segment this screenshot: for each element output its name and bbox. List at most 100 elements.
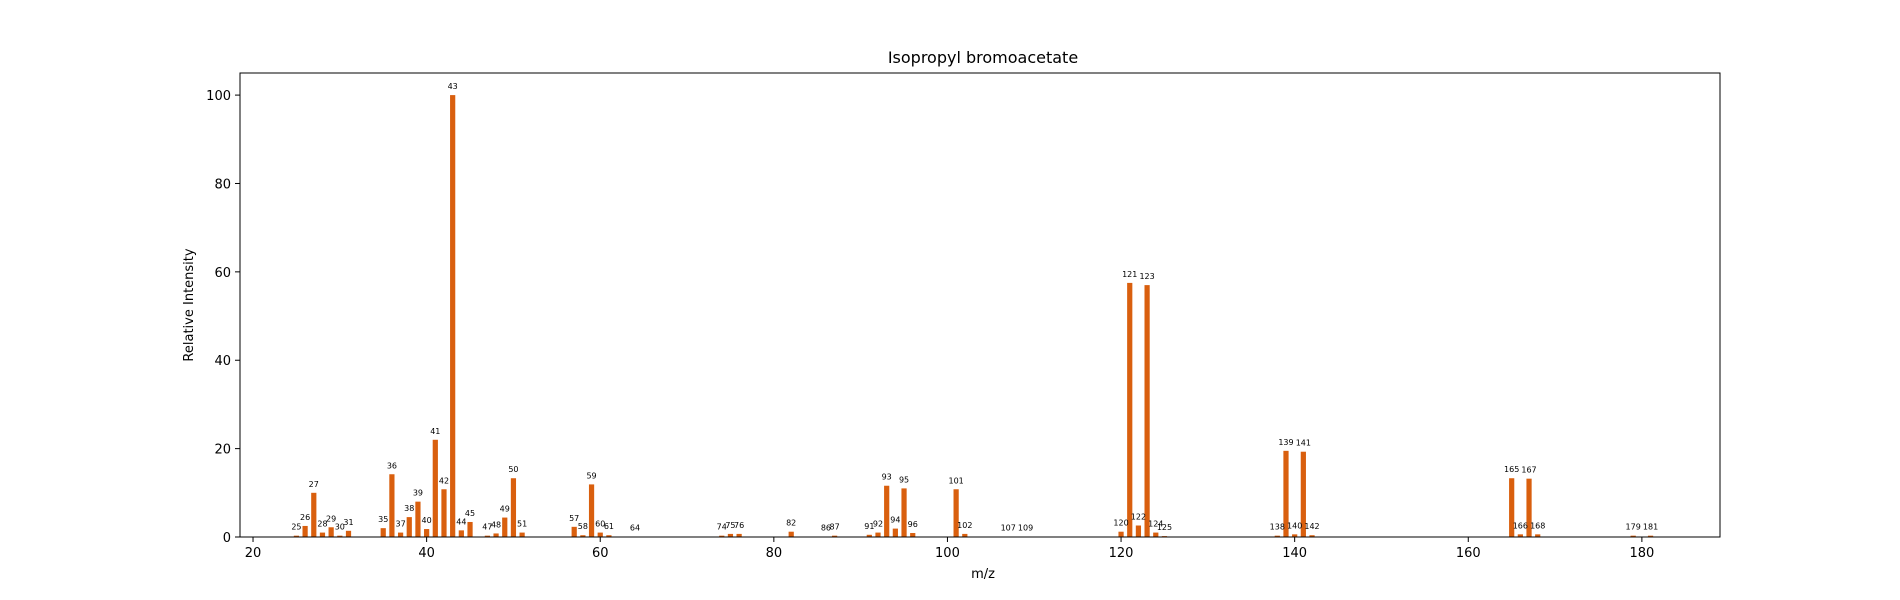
x-tick-label: 20	[245, 546, 262, 561]
bar-mz-60	[597, 532, 603, 537]
y-axis-label: Relative Intensity	[182, 248, 197, 361]
bar-label-mz-139: 139	[1278, 438, 1293, 447]
x-tick-label: 80	[766, 546, 783, 561]
bar-mz-93	[884, 485, 890, 537]
bar-mz-92	[875, 532, 881, 537]
bar-mz-120	[1118, 531, 1124, 537]
bar-label-mz-27: 27	[309, 480, 319, 489]
bar-label-mz-93: 93	[882, 473, 892, 482]
bar-mz-30	[337, 535, 343, 537]
y-tick-label: 80	[214, 177, 231, 192]
bar-mz-179	[1630, 535, 1636, 537]
bar-mz-75	[727, 533, 734, 537]
bar-mz-139	[1283, 450, 1289, 537]
bar-mz-31	[345, 530, 352, 537]
bar-label-mz-48: 48	[491, 520, 501, 529]
bar-mz-165	[1509, 478, 1515, 537]
bar-label-mz-58: 58	[578, 522, 588, 531]
bar-label-mz-51: 51	[517, 520, 527, 529]
y-tick-label: 60	[214, 266, 231, 281]
bar-label-mz-40: 40	[422, 516, 432, 525]
bar-mz-45	[467, 521, 473, 537]
x-tick-label: 40	[418, 546, 435, 561]
bar-label-mz-125: 125	[1157, 523, 1172, 532]
bar-label-mz-138: 138	[1270, 523, 1285, 532]
bar-label-mz-121: 121	[1122, 270, 1137, 279]
bar-mz-35	[380, 528, 386, 537]
bar-label-mz-41: 41	[430, 427, 440, 436]
x-tick-label: 100	[935, 546, 960, 561]
bar-label-mz-82: 82	[786, 519, 796, 528]
bar-mz-96	[910, 533, 916, 537]
bar-mz-82	[788, 531, 794, 537]
bar-label-mz-28: 28	[317, 520, 327, 529]
bar-mz-101	[953, 489, 959, 537]
bar-label-mz-47: 47	[482, 523, 492, 532]
bar-mz-141	[1300, 451, 1306, 537]
bar-mz-121	[1127, 282, 1133, 537]
bar-mz-48	[493, 533, 499, 537]
bar-label-mz-36: 36	[387, 461, 397, 470]
bar-label-mz-166: 166	[1513, 521, 1528, 530]
bar-mz-95	[901, 488, 907, 537]
bar-label-mz-86: 86	[821, 524, 831, 533]
bar-mz-47	[484, 535, 490, 537]
bar-label-mz-91: 91	[864, 522, 874, 531]
bar-mz-166	[1517, 534, 1523, 537]
bar-label-mz-50: 50	[508, 465, 518, 474]
bar-label-mz-92: 92	[873, 520, 883, 529]
bar-label-mz-59: 59	[586, 471, 596, 480]
bar-mz-42	[441, 489, 447, 537]
bar-mz-123	[1144, 285, 1150, 537]
y-tick-label: 0	[223, 531, 231, 546]
bar-label-mz-43: 43	[448, 82, 458, 91]
bar-label-mz-87: 87	[830, 523, 840, 532]
y-tick-label: 20	[214, 443, 231, 458]
bar-mz-43	[450, 95, 456, 537]
y-tick-label: 100	[206, 89, 231, 104]
bar-label-mz-42: 42	[439, 476, 449, 485]
bar-label-mz-26: 26	[300, 513, 310, 522]
bar-label-mz-49: 49	[500, 505, 510, 514]
bar-label-mz-30: 30	[335, 523, 345, 532]
bar-label-mz-60: 60	[595, 520, 605, 529]
bar-mz-29	[328, 527, 334, 537]
bar-label-mz-142: 142	[1304, 522, 1319, 531]
bar-label-mz-61: 61	[604, 522, 614, 531]
x-axis-label: m/z	[971, 567, 995, 582]
bar-mz-27	[311, 492, 317, 537]
bar-mz-51	[519, 532, 525, 537]
bar-mz-140	[1292, 534, 1298, 537]
y-tick-label: 40	[214, 354, 231, 369]
bar-mz-124	[1153, 532, 1159, 537]
bar-label-mz-37: 37	[395, 520, 405, 529]
plot-frame	[239, 72, 1721, 538]
chart-title: Isopropyl bromoacetate	[888, 48, 1078, 67]
bar-mz-94	[892, 528, 898, 537]
bar-mz-37	[397, 532, 404, 537]
bar-series	[293, 95, 1654, 537]
bar-label-mz-76: 76	[734, 521, 744, 530]
bar-mz-36	[389, 474, 395, 537]
bar-mz-61	[606, 535, 612, 537]
x-tick-label: 140	[1282, 546, 1307, 561]
bar-mz-122	[1135, 525, 1142, 537]
bar-mz-167	[1526, 478, 1532, 537]
bar-mz-138	[1274, 535, 1280, 537]
x-tick-label: 180	[1629, 546, 1654, 561]
bar-label-mz-96: 96	[908, 520, 918, 529]
bar-mz-76	[736, 533, 742, 537]
x-axis-ticks: 20 40 60 80 100 120 140 160 180	[245, 537, 1654, 561]
bar-label-mz-38: 38	[404, 504, 414, 513]
bar-mz-39	[415, 501, 421, 537]
bar-mz-57	[571, 526, 577, 537]
bar-mz-59	[588, 484, 595, 537]
bar-mz-28	[319, 532, 326, 537]
y-axis-ticks: 0 20 40 60 80 100	[206, 89, 240, 546]
bar-mz-25	[293, 535, 300, 537]
bar-label-mz-165: 165	[1504, 465, 1519, 474]
bar-label-mz-45: 45	[465, 509, 475, 518]
bar-mz-44	[458, 530, 464, 537]
